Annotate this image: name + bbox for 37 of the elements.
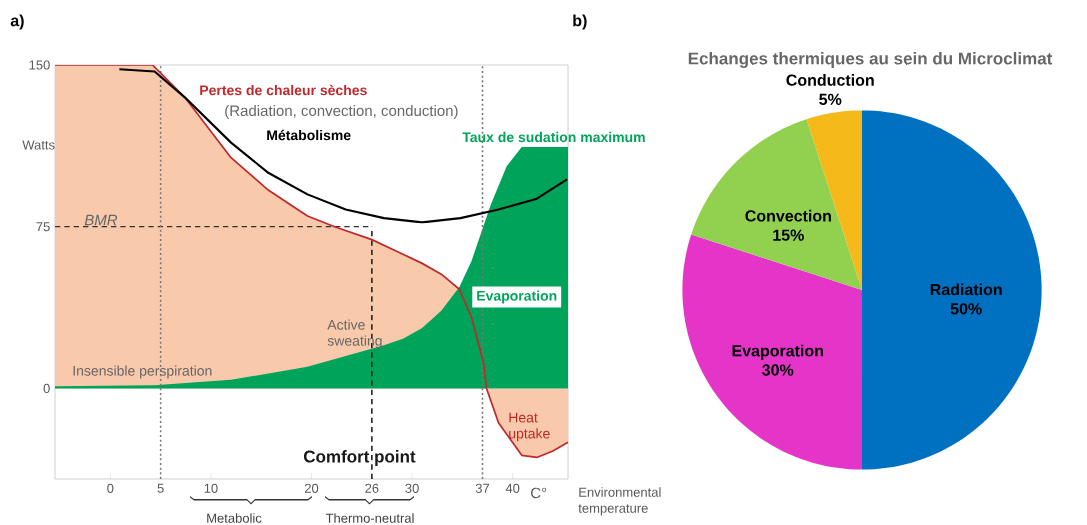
y-axis-title: Watts: [22, 140, 55, 150]
x-tick-label: 5: [157, 483, 164, 493]
x-tick-label: 37: [475, 483, 490, 493]
text: a): [10, 14, 24, 30]
ref-line-label: BMR: [84, 214, 118, 226]
text: b): [573, 14, 587, 30]
text: C°: [531, 487, 547, 499]
x-tick-label: 10: [204, 483, 218, 493]
x-tick-label: 0: [107, 483, 114, 493]
x-tick-label: 40: [505, 483, 520, 493]
x-axis-title: Environmental temperature: [578, 487, 661, 516]
data-label: 30%: [762, 364, 794, 376]
annotation: (Radiation, convection, conduction): [225, 105, 458, 119]
data-label: 5%: [819, 93, 842, 105]
annotation: Heat uptake: [509, 412, 550, 442]
slice-label: Convection: [745, 209, 831, 222]
y-tick-label: 0: [43, 383, 50, 394]
series-label: Evaporation: [477, 290, 557, 304]
x-tick-label: 20: [304, 483, 319, 493]
annotation: Taux de sudation maximum: [462, 131, 645, 143]
y-tick-label: 150: [29, 60, 50, 70]
annotation: Insensible perspiration: [73, 365, 212, 379]
data-label: 15%: [773, 229, 804, 241]
text: Thermo-neutral: [325, 513, 414, 523]
data-label: 50%: [950, 303, 982, 315]
annotation: Active sweating: [327, 319, 382, 349]
ref-line-label: Comfort point: [303, 450, 416, 466]
slice-label: Evaporation: [732, 344, 823, 360]
x-tick-label: 26: [365, 483, 379, 493]
slice-label: Conduction: [786, 74, 874, 86]
text: Metabolic: [207, 513, 262, 523]
slice-label: Radiation: [930, 283, 1002, 296]
x-tick-label: 30: [405, 483, 419, 493]
series-label: Métabolisme: [267, 129, 351, 141]
series-label: Pertes de chaleur sèches: [200, 84, 367, 96]
chart-title: Echanges thermiques au sein du Microclimat: [688, 52, 1053, 68]
y-tick-label: 75: [36, 222, 50, 232]
